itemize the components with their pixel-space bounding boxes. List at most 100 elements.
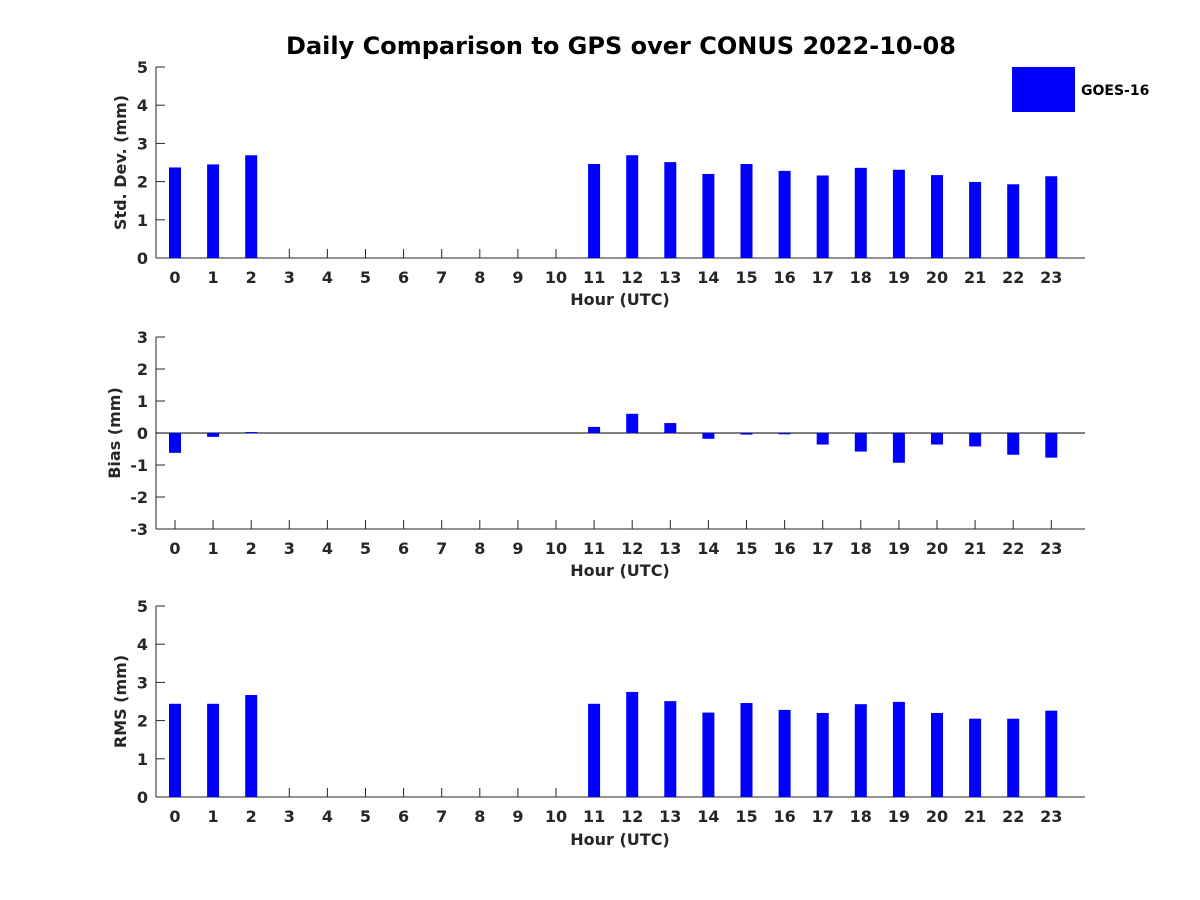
bar <box>892 433 905 463</box>
x-tick-label: 15 <box>735 539 757 558</box>
y-axis-label: Std. Dev. (mm) <box>111 95 130 230</box>
bar <box>1045 433 1058 458</box>
x-tick-label: 22 <box>1002 539 1024 558</box>
x-tick-label: 20 <box>926 268 948 287</box>
x-tick-label: 14 <box>697 807 719 826</box>
x-tick-label: 4 <box>322 539 333 558</box>
bar <box>816 433 829 445</box>
bar <box>778 170 791 258</box>
bar <box>664 162 677 258</box>
y-tick-label: 2 <box>137 712 148 731</box>
x-tick-label: 12 <box>621 807 643 826</box>
bar <box>740 164 753 258</box>
bar <box>778 433 791 435</box>
bar <box>626 691 639 797</box>
x-tick-label: 12 <box>621 268 643 287</box>
x-tick-label: 22 <box>1002 807 1024 826</box>
x-tick-label: 21 <box>964 807 986 826</box>
x-tick-label: 7 <box>436 268 447 287</box>
bar <box>626 155 639 258</box>
x-tick-label: 2 <box>246 539 257 558</box>
y-axis-label: Bias (mm) <box>105 387 124 479</box>
y-tick-label: 0 <box>137 788 148 807</box>
x-tick-label: 16 <box>773 807 795 826</box>
x-tick-label: 15 <box>735 807 757 826</box>
y-axis-label: RMS (mm) <box>111 655 130 748</box>
x-tick-label: 5 <box>360 807 371 826</box>
x-tick-label: 20 <box>926 807 948 826</box>
chart-title: Daily Comparison to GPS over CONUS 2022-… <box>286 32 956 60</box>
x-tick-label: 16 <box>773 268 795 287</box>
bar <box>778 709 791 797</box>
x-tick-label: 18 <box>850 807 872 826</box>
x-tick-label: 19 <box>888 807 910 826</box>
bar <box>1045 176 1058 258</box>
bar <box>816 175 829 258</box>
x-tick-label: 23 <box>1040 539 1062 558</box>
x-tick-label: 1 <box>208 807 219 826</box>
bar <box>588 703 601 797</box>
x-tick-label: 3 <box>284 268 295 287</box>
x-tick-label: 4 <box>322 268 333 287</box>
bar <box>1007 184 1020 258</box>
x-tick-label: 0 <box>169 807 180 826</box>
x-tick-label: 6 <box>398 268 409 287</box>
y-tick-label: -1 <box>130 456 148 475</box>
bar <box>207 433 220 437</box>
x-tick-label: 7 <box>436 539 447 558</box>
bar <box>969 433 982 447</box>
bar <box>664 701 677 797</box>
x-tick-label: 9 <box>512 539 523 558</box>
x-tick-label: 9 <box>512 807 523 826</box>
y-tick-label: 1 <box>137 211 148 230</box>
y-tick-label: 3 <box>137 673 148 692</box>
bar <box>245 155 258 258</box>
x-tick-label: 11 <box>583 539 605 558</box>
y-tick-label: 1 <box>137 750 148 769</box>
bar <box>626 413 639 433</box>
x-tick-label: 5 <box>360 268 371 287</box>
bar <box>854 704 867 797</box>
x-tick-label: 8 <box>474 539 485 558</box>
x-tick-label: 23 <box>1040 807 1062 826</box>
x-tick-label: 6 <box>398 539 409 558</box>
x-tick-label: 2 <box>246 807 257 826</box>
bar <box>664 423 677 433</box>
x-tick-label: 22 <box>1002 268 1024 287</box>
legend-label: GOES-16 <box>1081 83 1149 99</box>
x-tick-label: 3 <box>284 539 295 558</box>
x-tick-label: 13 <box>659 268 681 287</box>
bar <box>931 175 943 258</box>
x-tick-label: 0 <box>169 268 180 287</box>
x-tick-label: 17 <box>812 539 834 558</box>
x-tick-label: 14 <box>697 539 719 558</box>
y-tick-label: 0 <box>137 424 148 443</box>
y-tick-label: -2 <box>130 488 148 507</box>
y-tick-label: 5 <box>137 597 148 616</box>
x-axis-label: Hour (UTC) <box>570 830 670 849</box>
bar <box>969 181 982 258</box>
x-axis-label: Hour (UTC) <box>570 290 670 309</box>
x-tick-label: 3 <box>284 807 295 826</box>
bar <box>245 432 258 434</box>
y-tick-label: -3 <box>130 520 148 539</box>
x-tick-label: 1 <box>208 268 219 287</box>
x-tick-label: 17 <box>812 268 834 287</box>
bar <box>169 167 181 258</box>
legend-swatch <box>1012 67 1075 112</box>
y-tick-label: 4 <box>137 635 148 654</box>
bar <box>702 433 715 439</box>
x-tick-label: 16 <box>773 539 795 558</box>
x-tick-label: 11 <box>583 807 605 826</box>
y-tick-label: 2 <box>137 173 148 192</box>
x-tick-label: 13 <box>659 807 681 826</box>
bar <box>931 433 943 445</box>
y-tick-label: 5 <box>137 58 148 77</box>
bar <box>892 701 905 797</box>
x-tick-label: 6 <box>398 807 409 826</box>
y-tick-label: 3 <box>137 328 148 347</box>
x-tick-label: 10 <box>545 539 567 558</box>
bar <box>1007 433 1020 455</box>
